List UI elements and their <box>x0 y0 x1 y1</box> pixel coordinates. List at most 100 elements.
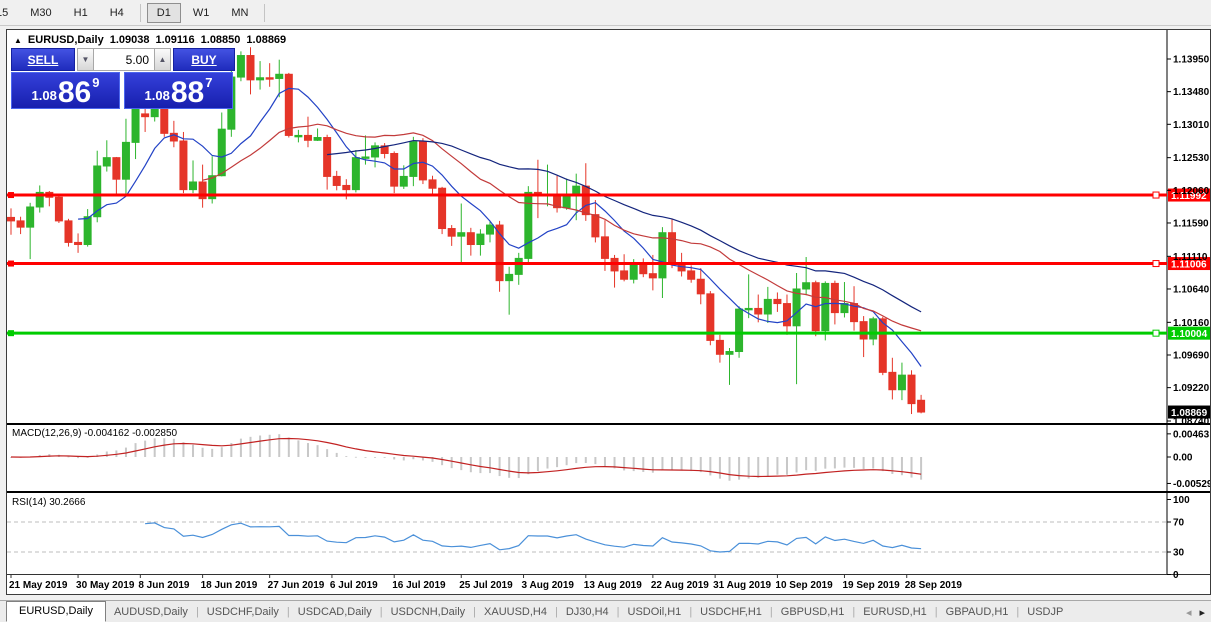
svg-text:30: 30 <box>1173 548 1185 559</box>
tab-usdcad-daily[interactable]: USDCAD,Daily <box>297 605 372 618</box>
chart-canvas[interactable]: 1.11992 1.11006 1.10004 1.13950 1.13480 1.130… <box>7 30 1210 594</box>
svg-text:1.13950: 1.13950 <box>1173 55 1210 66</box>
tab-separator: | <box>769 605 773 618</box>
timeframe-button-m30[interactable]: M30 <box>30 6 52 19</box>
tab-separator: | <box>555 605 558 618</box>
svg-text:31 Aug 2019: 31 Aug 2019 <box>713 580 771 591</box>
timeframe-button-w1[interactable]: W1 <box>192 6 210 19</box>
svg-text:1.11992: 1.11992 <box>1171 191 1207 202</box>
candlestick-series <box>7 47 926 415</box>
toolbar-separator <box>139 3 141 22</box>
rsi-indicator-label: RSI(14) 30.2666 <box>12 497 86 508</box>
svg-text:1.13010: 1.13010 <box>1173 120 1210 131</box>
collapse-icon[interactable]: ▲ <box>14 35 22 45</box>
horizontal-line-1.11992[interactable]: 1.11992 <box>7 188 1210 203</box>
tab-usdcnh-daily[interactable]: USDCNH,Daily <box>390 605 466 618</box>
tab-xauusd-h4[interactable]: XAUUSD,H4 <box>484 605 547 618</box>
svg-text:22 Aug 2019: 22 Aug 2019 <box>651 580 709 591</box>
timeframe-button-h4[interactable]: H4 <box>109 6 124 19</box>
tab-separator: | <box>616 605 620 618</box>
chart-window: ▲ EURUSD,Daily 1.09038 1.09116 1.08850 1… <box>6 29 1211 595</box>
volume-increase-button[interactable]: ▲ <box>154 48 171 71</box>
svg-text:70: 70 <box>1173 518 1185 529</box>
timeframe-button-15[interactable]: 15 <box>0 6 9 19</box>
tab-usdchf-h1[interactable]: USDCHF,H1 <box>700 605 762 618</box>
tab-gbpusd-h1[interactable]: GBPUSD,H1 <box>780 605 845 618</box>
level-price-badge <box>1168 326 1210 340</box>
tab-audusd-daily[interactable]: AUDUSD,Daily <box>113 605 188 618</box>
level-price-badge <box>1168 257 1210 271</box>
svg-text:1.11590: 1.11590 <box>1173 218 1209 229</box>
horizontal-line-1.11006[interactable]: 1.11006 <box>7 257 1210 271</box>
tab-separator: | <box>286 605 290 618</box>
svg-text:1.12530: 1.12530 <box>1173 153 1210 164</box>
tab-separator: | <box>934 605 938 618</box>
chart-title: ▲ EURUSD,Daily 1.09038 1.09116 1.08850 1… <box>14 34 286 46</box>
timeframe-button-d1[interactable]: D1 <box>146 2 181 23</box>
svg-text:6 Jul 2019: 6 Jul 2019 <box>330 580 378 591</box>
svg-text:19 Sep 2019: 19 Sep 2019 <box>842 580 900 591</box>
svg-text:1.11110: 1.11110 <box>1173 252 1208 263</box>
svg-text:3 Aug 2019: 3 Aug 2019 <box>522 580 575 591</box>
tab-separator: | <box>852 605 856 618</box>
svg-text:0: 0 <box>1173 570 1179 581</box>
volume-input[interactable] <box>94 48 154 71</box>
svg-text:1.09220: 1.09220 <box>1173 383 1210 394</box>
tab-usdjp[interactable]: USDJP <box>1027 605 1064 618</box>
svg-text:1.10004: 1.10004 <box>1171 329 1208 340</box>
buy-price-box[interactable]: 1.08 88 7 <box>124 72 233 109</box>
tab-dj30-h4[interactable]: DJ30,H4 <box>565 605 609 618</box>
tab-usdoil-h1[interactable]: USDOil,H1 <box>627 605 682 618</box>
buy-price-big: 88 <box>170 76 205 109</box>
one-click-trade-panel: SELL ▼ ▲ BUY 1.08 86 9 1.08 88 7 <box>11 48 235 109</box>
ohlc-close: 1.08869 <box>246 34 287 46</box>
timeframe-button-h1[interactable]: H1 <box>73 6 88 19</box>
sell-button[interactable]: SELL <box>11 48 75 71</box>
svg-text:16 Jul 2019: 16 Jul 2019 <box>392 580 446 591</box>
sell-price-box[interactable]: 1.08 86 9 <box>11 72 120 109</box>
tab-scroll-right-icon[interactable]: ▸ <box>1199 606 1205 619</box>
ohlc-low: 1.08850 <box>200 34 241 46</box>
panel-dividers <box>7 30 1210 575</box>
svg-text:1.10640: 1.10640 <box>1173 284 1210 295</box>
timeframe-button-mn[interactable]: MN <box>231 6 249 19</box>
tab-scroll-left-icon[interactable]: ◂ <box>1185 606 1192 619</box>
svg-text:25 Jul 2019: 25 Jul 2019 <box>459 580 513 591</box>
sell-price-pip: 9 <box>92 75 100 90</box>
price-axis[interactable]: 1.13950 1.13480 1.13010 1.12530 1.12060 1.115… <box>1167 55 1210 428</box>
tab-separator: | <box>195 605 199 618</box>
tab-separator: | <box>689 605 693 618</box>
macd-panel: 0.00463 0.00 -0.00529 <box>10 429 1210 490</box>
level-price-badge <box>1168 188 1210 202</box>
volume-decrease-button[interactable]: ▼ <box>77 48 94 71</box>
svg-text:28 Sep 2019: 28 Sep 2019 <box>905 580 963 591</box>
buy-price-pip: 7 <box>205 75 213 90</box>
svg-text:100: 100 <box>1173 495 1190 506</box>
ohlc-open: 1.09038 <box>109 34 150 46</box>
tab-scroll-buttons: ◂ ▸ <box>1181 601 1209 622</box>
svg-text:18 Jun 2019: 18 Jun 2019 <box>201 580 258 591</box>
svg-text:13 Aug 2019: 13 Aug 2019 <box>584 580 642 591</box>
tab-usdchf-daily[interactable]: USDCHF,Daily <box>206 605 279 618</box>
svg-text:0.00: 0.00 <box>1173 453 1193 464</box>
buy-price-base: 1.08 <box>144 88 170 103</box>
tab-gbpaud-h1[interactable]: GBPAUD,H1 <box>945 605 1009 618</box>
svg-text:1.09690: 1.09690 <box>1173 350 1210 361</box>
ohlc-high: 1.09116 <box>155 34 195 46</box>
moving-average-lines <box>78 87 922 367</box>
svg-text:10 Sep 2019: 10 Sep 2019 <box>775 580 833 591</box>
horizontal-line-1.10004[interactable]: 1.10004 <box>7 326 1210 341</box>
macd-indicator-label: MACD(12,26,9) -0.004162 -0.002850 <box>12 428 178 439</box>
svg-text:-0.00529: -0.00529 <box>1173 479 1210 490</box>
sell-price-base: 1.08 <box>31 88 57 103</box>
svg-text:1.13480: 1.13480 <box>1173 87 1210 98</box>
tab-eurusd-daily[interactable]: EURUSD,Daily <box>6 601 106 622</box>
date-axis[interactable]: 21 May 2019 30 May 2019 8 Jun 2019 18 Jun 2… <box>9 574 962 591</box>
svg-text:0.00463: 0.00463 <box>1173 429 1210 440</box>
tab-separator: | <box>379 605 383 618</box>
chart-tab-bar: EURUSD,Daily AUDUSD,Daily | USDCHF,Daily | US… <box>0 600 1211 622</box>
sell-price-big: 86 <box>57 76 92 109</box>
buy-button[interactable]: BUY <box>173 48 235 71</box>
tab-eurusd-h1[interactable]: EURUSD,H1 <box>863 605 927 618</box>
svg-text:21 May 2019: 21 May 2019 <box>9 580 68 591</box>
